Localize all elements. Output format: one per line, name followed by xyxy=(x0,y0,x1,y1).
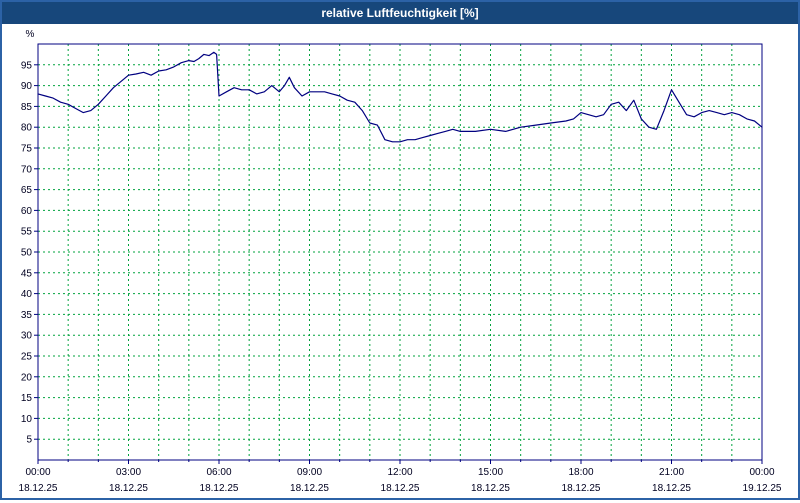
y-axis-tick-label: 35 xyxy=(21,310,33,321)
y-axis-tick-label: 95 xyxy=(21,60,33,71)
x-axis-date-label: 18.12.25 xyxy=(381,483,420,494)
x-axis-date-label: 18.12.25 xyxy=(290,483,329,494)
x-axis-date-label: 18.12.25 xyxy=(109,483,148,494)
y-axis-tick-label: 10 xyxy=(21,414,33,425)
y-axis-tick-label: 20 xyxy=(21,372,33,383)
x-axis-time-label: 00:00 xyxy=(25,467,50,478)
x-axis-date-label: 18.12.25 xyxy=(471,483,510,494)
x-axis-time-label: 03:00 xyxy=(116,467,141,478)
x-axis-date-label: 18.12.25 xyxy=(652,483,691,494)
y-axis-tick-label: 75 xyxy=(21,144,33,155)
x-axis-time-label: 06:00 xyxy=(206,467,231,478)
y-axis-tick-label: 65 xyxy=(21,185,33,196)
y-axis-tick-label: 55 xyxy=(21,227,33,238)
x-axis-date-label: 18.12.25 xyxy=(562,483,601,494)
y-axis-tick-label: 80 xyxy=(21,123,33,134)
x-axis-time-label: 00:00 xyxy=(749,467,774,478)
chart-area: 5 10 15 20 25 30 35 40 45 50 55 60 65 70 75 80 85 90 95 00:… xyxy=(2,24,798,498)
y-axis-unit-label: % xyxy=(26,29,35,40)
y-axis-tick-label: 5 xyxy=(26,435,32,446)
y-axis-tick-label: 50 xyxy=(21,248,33,259)
y-axis-tick-label: 30 xyxy=(21,331,33,342)
x-axis-time-label: 21:00 xyxy=(659,467,684,478)
x-axis-time-label: 09:00 xyxy=(297,467,322,478)
y-axis-tick-label: 60 xyxy=(21,206,33,217)
x-axis-date-label: 19.12.25 xyxy=(743,483,782,494)
x-axis-time-label: 18:00 xyxy=(568,467,593,478)
y-axis-tick-label: 90 xyxy=(21,81,33,92)
humidity-line-chart: 5 10 15 20 25 30 35 40 45 50 55 60 65 70 75 80 85 90 95 00:… xyxy=(19,29,782,494)
y-axis-tick-label: 70 xyxy=(21,164,33,175)
chart-title-bar: relative Luftfeuchtigkeit [%] xyxy=(2,2,798,24)
y-axis-tick-label: 25 xyxy=(21,352,33,363)
y-axis-tick-label: 45 xyxy=(21,268,33,279)
x-axis-time-label: 12:00 xyxy=(387,467,412,478)
chart-title: relative Luftfeuchtigkeit [%] xyxy=(321,6,479,20)
humidity-series-line xyxy=(37,51,763,143)
x-axis-time-label: 15:00 xyxy=(478,467,503,478)
x-axis-date-label: 18.12.25 xyxy=(19,483,58,494)
y-axis-tick-label: 15 xyxy=(21,393,33,404)
y-axis-tick-label: 40 xyxy=(21,289,33,300)
x-axis-date-label: 18.12.25 xyxy=(200,483,239,494)
y-axis-tick-label: 85 xyxy=(21,102,33,113)
